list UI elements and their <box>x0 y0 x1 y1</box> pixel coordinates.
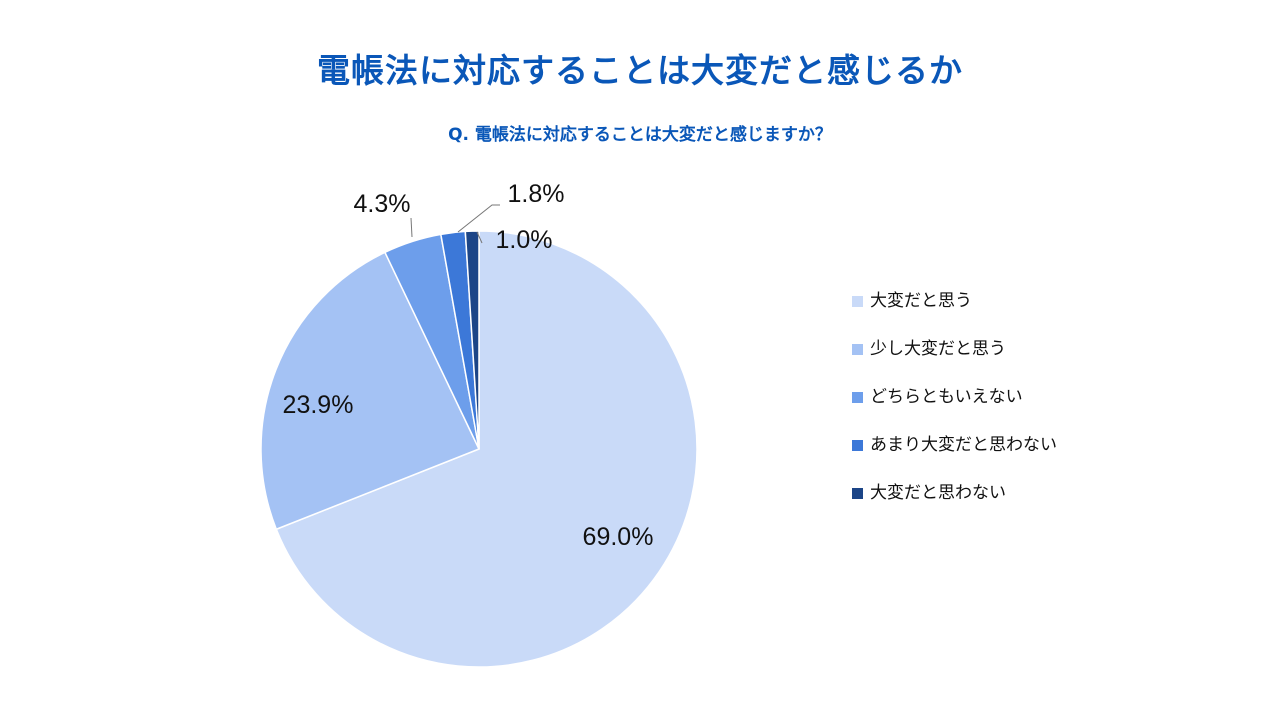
data-label-0: 69.0% <box>583 523 654 551</box>
legend-item-0: 大変だと思う <box>852 290 1092 312</box>
legend-label-4: 大変だと思わない <box>870 483 1006 503</box>
pie-slice-1 <box>260 251 481 531</box>
legend-item-2: どちらともいえない <box>852 386 1092 408</box>
legend-item-1: 少し大変だと思う <box>852 338 1092 360</box>
legend-label-2: どちらともいえない <box>870 387 1023 407</box>
chart-subtitle: Q. 電帳法に対応することは大変だと感じますか？ <box>448 125 832 145</box>
leader-line-2 <box>410 217 413 238</box>
pie-slice-4 <box>464 230 480 450</box>
legend-item-3: あまり大変だと思わない <box>852 434 1092 456</box>
pie-slices <box>260 230 698 668</box>
data-label-3: 1.8% <box>508 180 565 208</box>
pie-slice-0 <box>275 230 698 668</box>
data-label-2: 4.3% <box>354 190 411 218</box>
leader-line-4 <box>476 231 483 244</box>
leader-line-3 <box>457 204 500 233</box>
data-label-4: 1.0% <box>496 226 553 254</box>
data-labels: 69.0% 23.9% 4.3% 1.8% 1.0% <box>283 180 654 551</box>
leader-lines <box>410 204 500 244</box>
legend-item-4: 大変だと思わない <box>852 482 1092 504</box>
legend-swatch-0 <box>852 296 863 307</box>
legend-label-3: あまり大変だと思わない <box>870 435 1057 455</box>
legend-label-1: 少し大変だと思う <box>870 339 1006 359</box>
chart-title: 電帳法に対応することは大変だと感じるか <box>317 51 963 90</box>
legend-label-0: 大変だと思う <box>870 291 972 311</box>
legend-swatch-3 <box>852 440 863 451</box>
legend-swatch-4 <box>852 488 863 499</box>
data-label-1: 23.9% <box>283 391 354 419</box>
legend-swatch-1 <box>852 344 863 355</box>
legend-swatch-2 <box>852 392 863 403</box>
